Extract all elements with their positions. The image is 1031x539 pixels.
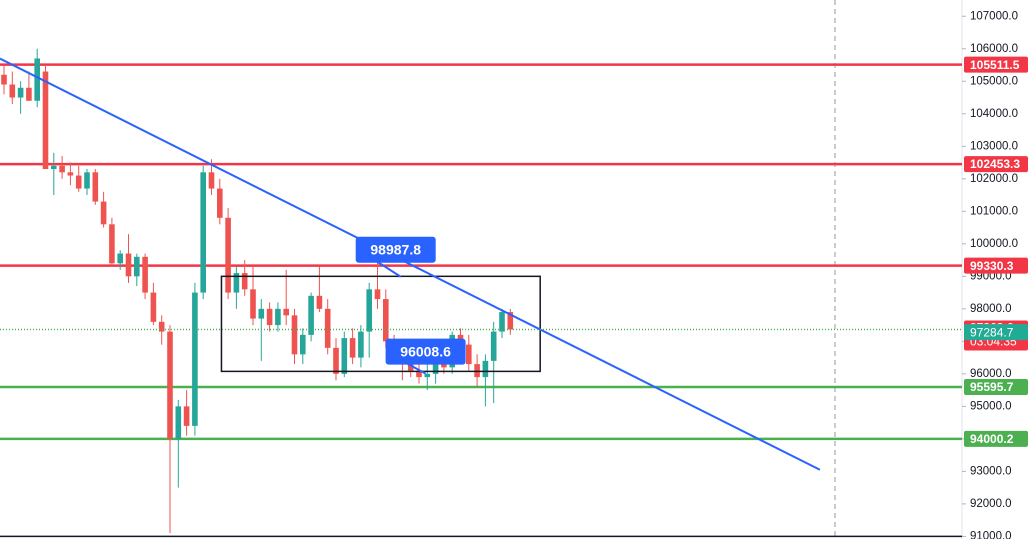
candle-body (158, 321, 165, 332)
candle-body (26, 87, 32, 101)
candle-body (217, 188, 223, 218)
candle-body (225, 217, 231, 293)
candle-body (75, 175, 82, 189)
candle-body (208, 172, 215, 189)
candle-body (407, 364, 414, 371)
candle-body (275, 308, 281, 326)
level-label-bg (964, 56, 1028, 73)
candle-body (233, 273, 240, 293)
y-tick-label: 104000.0 (970, 108, 1018, 120)
level-label-bg (964, 156, 1028, 173)
candle-body (150, 292, 157, 322)
annotation-bg (355, 236, 436, 263)
candle-body (92, 172, 99, 202)
candle-body (507, 312, 514, 330)
marker-bg (964, 324, 1028, 341)
y-tick-label: 106000.0 (970, 43, 1018, 55)
candle-body (183, 406, 190, 426)
candle-body (134, 256, 140, 277)
level-label: 105511.5 (970, 58, 1020, 72)
candle-body (490, 331, 497, 361)
level-label-bg (964, 257, 1028, 274)
annotation-bg (385, 338, 466, 365)
y-tick-label: 95000.0 (970, 400, 1012, 412)
candle-body (67, 172, 74, 176)
candle-body (283, 308, 289, 316)
level-label: 99330.3 (970, 259, 1014, 273)
candle-body (316, 295, 323, 309)
level-label-bg (964, 430, 1028, 447)
candle-body (291, 315, 298, 355)
y-tick-label: 98000.0 (970, 303, 1012, 315)
candle-body (383, 299, 389, 342)
candle-body (84, 172, 90, 189)
y-tick-label: 101000.0 (970, 205, 1018, 217)
y-tick-label: 100000.0 (970, 238, 1018, 250)
candle-body (300, 334, 306, 355)
candle-body (349, 338, 356, 358)
level-label-bg (964, 378, 1028, 395)
level-label: 95595.7 (970, 380, 1014, 394)
candle-body (416, 370, 422, 378)
candle-body (466, 344, 472, 365)
candle-body (341, 338, 348, 374)
candle-body (424, 373, 431, 378)
candle-body (333, 347, 339, 374)
level-label: 94000.2 (970, 432, 1014, 446)
y-tick-label: 91000.0 (970, 530, 1012, 539)
marker-label: 97284.7 (970, 325, 1014, 339)
y-tick-label: 102000.0 (970, 173, 1018, 185)
annotation-label: 96008.6 (400, 343, 451, 359)
y-tick-label: 107000.0 (970, 10, 1018, 22)
candle-body (192, 292, 198, 426)
y-tick-label: 96000.0 (970, 368, 1012, 380)
range-box (220, 275, 541, 373)
candle-body (167, 331, 173, 439)
y-tick-label: 103000.0 (970, 140, 1018, 152)
level-label: 102453.3 (970, 157, 1020, 171)
annotation-pointer (375, 259, 402, 278)
candle-body (200, 172, 206, 293)
y-tick-label: 105000.0 (970, 75, 1018, 87)
candle-body (432, 357, 439, 374)
candle-body (175, 406, 182, 439)
candle-body (100, 201, 107, 225)
y-tick-label: 92000.0 (970, 498, 1012, 510)
trendline (0, 57, 821, 471)
candle-body (366, 289, 372, 332)
candle-body (9, 84, 16, 98)
candle-body (117, 253, 123, 264)
candle-body (358, 331, 364, 358)
candle-body (250, 289, 256, 319)
candle-body (109, 224, 115, 264)
candle-body (42, 71, 49, 170)
candle-body (34, 58, 40, 101)
candle-body (51, 165, 57, 170)
candle-body (374, 289, 381, 300)
candle-body (474, 364, 480, 378)
candle-body (266, 308, 273, 326)
candle-body (59, 165, 65, 173)
candle-body (258, 308, 265, 319)
candle-body (482, 360, 489, 378)
candle-body (125, 253, 132, 277)
candle-body (17, 87, 24, 98)
candle-body (324, 308, 331, 348)
candle-body (241, 273, 248, 290)
annotation-label: 98987.8 (370, 241, 421, 257)
candle-body (308, 295, 314, 335)
candle-body (142, 256, 148, 293)
y-tick-label: 93000.0 (970, 465, 1012, 477)
candle-body (1, 74, 7, 85)
candle-body (499, 312, 505, 332)
